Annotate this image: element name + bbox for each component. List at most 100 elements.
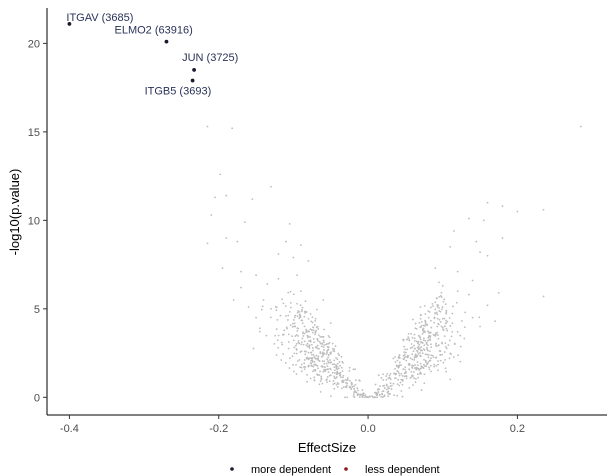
background-point — [305, 331, 308, 333]
background-point — [306, 334, 309, 337]
background-point — [355, 391, 357, 394]
background-point — [289, 357, 291, 360]
background-point — [357, 393, 359, 395]
background-point — [415, 340, 418, 343]
background-point — [486, 254, 489, 257]
background-point — [303, 315, 306, 318]
background-point — [304, 353, 307, 356]
background-point — [334, 369, 336, 372]
background-point — [415, 377, 417, 380]
background-point — [398, 366, 400, 368]
background-point — [369, 395, 371, 398]
background-point — [251, 198, 254, 201]
background-point — [409, 357, 412, 360]
background-point — [361, 389, 364, 391]
background-point — [335, 373, 338, 376]
background-point — [390, 384, 393, 387]
background-point — [411, 318, 414, 321]
background-point — [405, 359, 408, 362]
background-point — [333, 350, 336, 353]
background-point — [446, 320, 449, 323]
background-point — [327, 354, 330, 357]
background-point — [295, 334, 298, 336]
background-point — [421, 352, 424, 355]
background-point — [414, 322, 417, 325]
background-point — [441, 317, 444, 320]
background-point — [427, 310, 430, 312]
point-label: ITGAV (3685) — [66, 12, 133, 24]
background-point — [321, 366, 324, 368]
background-point — [337, 352, 340, 355]
background-point — [336, 365, 339, 368]
background-point — [321, 360, 324, 362]
background-point — [404, 348, 406, 351]
background-point — [408, 338, 410, 340]
background-point — [418, 351, 421, 354]
background-point — [401, 395, 404, 398]
background-point — [342, 374, 345, 377]
background-point — [353, 391, 356, 394]
background-point — [289, 324, 292, 327]
background-point — [389, 372, 392, 375]
background-point — [434, 312, 437, 315]
background-point — [348, 379, 351, 382]
background-point — [382, 390, 385, 393]
background-point — [340, 366, 343, 369]
background-point — [471, 316, 474, 319]
background-point — [424, 313, 427, 315]
background-point — [291, 322, 294, 325]
background-point — [438, 281, 440, 284]
background-point — [413, 340, 416, 342]
background-point — [258, 330, 261, 333]
background-point — [327, 346, 329, 348]
background-point — [320, 375, 323, 378]
background-point — [373, 391, 376, 394]
background-point — [292, 293, 295, 296]
background-point — [296, 302, 299, 305]
background-point — [289, 306, 292, 309]
background-point — [381, 393, 384, 396]
background-point — [412, 350, 415, 353]
background-point — [327, 371, 330, 374]
background-point — [407, 332, 410, 335]
background-point — [449, 378, 452, 381]
background-point — [451, 322, 454, 325]
background-point — [414, 364, 416, 366]
background-point — [453, 230, 455, 232]
background-point — [308, 340, 310, 343]
background-point — [414, 353, 417, 356]
background-point — [303, 332, 306, 335]
background-point — [338, 361, 341, 363]
background-point — [327, 356, 330, 359]
background-point — [302, 343, 305, 346]
background-point — [364, 394, 367, 397]
background-point — [405, 370, 407, 373]
background-point — [412, 371, 415, 373]
background-point — [287, 291, 290, 294]
background-point — [275, 309, 278, 312]
background-point — [346, 378, 349, 381]
background-point — [305, 344, 308, 347]
background-point — [354, 379, 357, 382]
background-point — [308, 344, 311, 347]
background-point — [411, 353, 414, 356]
background-point — [339, 376, 342, 379]
background-point — [439, 359, 442, 362]
background-point — [287, 341, 290, 343]
background-point — [400, 378, 403, 381]
background-point — [378, 388, 380, 391]
background-point — [428, 311, 431, 313]
background-point — [417, 345, 420, 348]
background-point — [307, 351, 310, 354]
background-point — [443, 298, 446, 301]
background-point — [419, 317, 422, 320]
background-point — [419, 306, 422, 308]
background-point — [427, 316, 430, 319]
background-point — [265, 334, 268, 337]
background-point — [408, 339, 411, 342]
background-point — [277, 253, 280, 255]
background-point — [374, 396, 377, 399]
background-point — [450, 353, 452, 356]
background-point — [358, 396, 361, 398]
